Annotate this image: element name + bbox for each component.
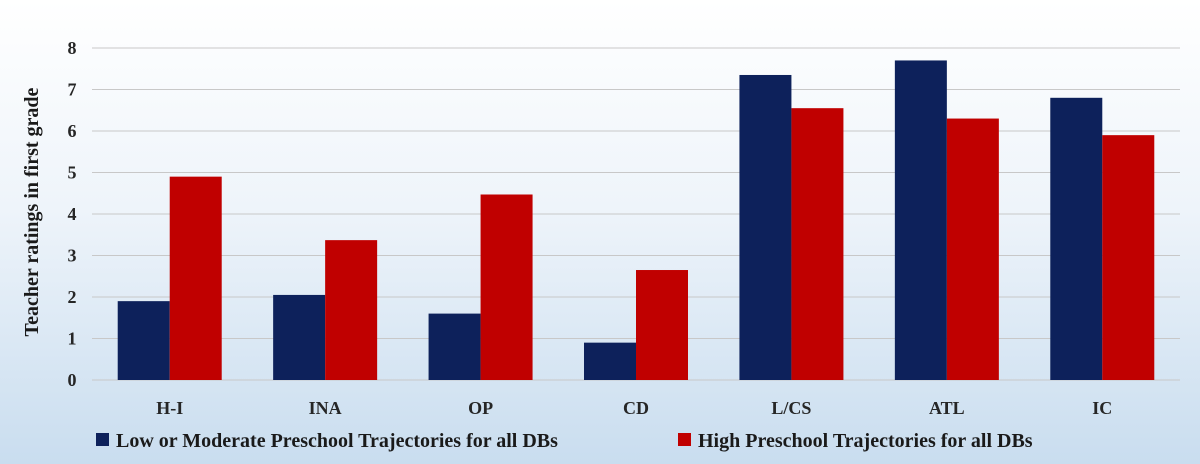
y-tick-label: 6 (68, 121, 77, 141)
x-category-label: CD (623, 398, 649, 418)
legend-label: Low or Moderate Preschool Trajectories f… (116, 430, 558, 452)
bar-ina-series-1 (273, 294, 326, 380)
legend-item-series-1: Low or Moderate Preschool Trajectories f… (96, 430, 558, 452)
bar-op-series-2 (480, 194, 533, 380)
bar-l-cs-series-1 (739, 74, 792, 380)
bar-ic-series-2 (1102, 135, 1155, 380)
bar-h-i-series-2 (169, 176, 222, 380)
legend-swatch (96, 433, 109, 446)
x-category-label: IC (1092, 398, 1112, 418)
y-tick-label: 1 (68, 329, 77, 349)
y-tick-label: 3 (68, 246, 77, 266)
y-tick-label: 8 (68, 38, 77, 58)
bar-ina-series-2 (325, 240, 378, 380)
bar-cd-series-2 (636, 270, 688, 380)
x-category-label: INA (309, 398, 342, 418)
bar-ic-series-1 (1050, 97, 1103, 381)
y-tick-label: 2 (68, 287, 77, 307)
y-axis-title: Teacher ratings in first grade (21, 87, 43, 336)
bar-cd-series-1 (584, 342, 636, 380)
y-tick-label: 4 (68, 204, 77, 224)
bar-l-cs-series-2 (791, 108, 844, 381)
y-tick-label: 0 (68, 370, 77, 390)
y-tick-label: 5 (68, 163, 77, 183)
legend-item-series-2: High Preschool Trajectories for all DBs (678, 430, 1033, 452)
bar-op-series-1 (428, 313, 481, 380)
bar-atl-series-1 (894, 60, 947, 380)
x-category-label: ATL (929, 398, 965, 418)
y-tick-label: 7 (68, 80, 77, 100)
x-category-label: L/CS (771, 398, 811, 418)
x-category-label: OP (468, 398, 493, 418)
legend-swatch (678, 433, 691, 446)
legend: Low or Moderate Preschool Trajectories f… (96, 430, 1033, 452)
x-axis-labels: H-I INA OP CD L/CS ATL IC (156, 398, 1112, 418)
bar-atl-series-2 (946, 118, 999, 381)
legend-label: High Preschool Trajectories for all DBs (698, 430, 1033, 452)
x-category-label: H-I (156, 398, 183, 418)
y-axis-ticks: 0 1 2 3 4 5 6 7 8 (68, 38, 77, 390)
bar-h-i-series-1 (117, 301, 170, 380)
bars (117, 60, 1155, 381)
